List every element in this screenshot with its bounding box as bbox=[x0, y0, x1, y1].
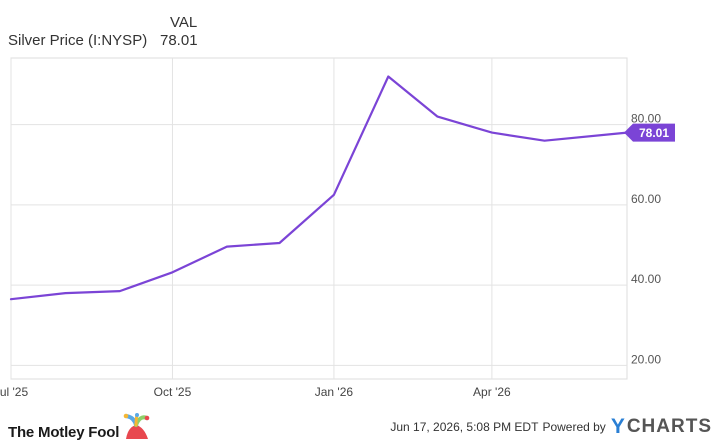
y-tick-label: 80.00 bbox=[631, 112, 661, 126]
series-line-silver-price bbox=[9, 75, 629, 301]
y-tick-label: 20.00 bbox=[631, 352, 661, 366]
y-tick-label: 60.00 bbox=[631, 192, 661, 206]
footer: The Motley Fool Jun 17, 2026, 5:08 PM ED… bbox=[0, 411, 720, 441]
footer-timestamp: Jun 17, 2026, 5:08 PM EDT bbox=[390, 420, 539, 434]
y-tick-label: 40.00 bbox=[631, 272, 661, 286]
legend-column-label: VAL bbox=[170, 14, 198, 31]
last-value-label: 78.01 bbox=[639, 126, 669, 140]
legend-header: VAL Silver Price (I:NYSP) 78.01 bbox=[0, 14, 260, 54]
legend-series-value: 78.01 bbox=[160, 32, 198, 49]
footer-attribution: Jun 17, 2026, 5:08 PM EDT Powered by Y C… bbox=[390, 415, 712, 439]
motley-fool-brand-text: The Motley Fool bbox=[8, 424, 120, 441]
last-value-flag bbox=[624, 123, 675, 142]
x-tick-label: Oct '25 bbox=[154, 385, 192, 399]
legend-series-name: Silver Price (I:NYSP) bbox=[8, 32, 148, 49]
jester-hat-icon bbox=[123, 413, 150, 439]
ycharts-logo: Y CHARTS bbox=[611, 415, 712, 439]
ycharts-logo-y: Y bbox=[610, 415, 626, 438]
x-tick-label: Apr '26 bbox=[473, 385, 511, 399]
footer-powered-by: Powered by bbox=[542, 420, 606, 434]
x-tick-label: Jul '25 bbox=[0, 385, 28, 399]
plot-area bbox=[10, 57, 628, 380]
ycharts-logo-text: CHARTS bbox=[626, 416, 712, 437]
x-tick-label: Jan '26 bbox=[315, 385, 354, 399]
motley-fool-logo: The Motley Fool bbox=[8, 411, 152, 441]
